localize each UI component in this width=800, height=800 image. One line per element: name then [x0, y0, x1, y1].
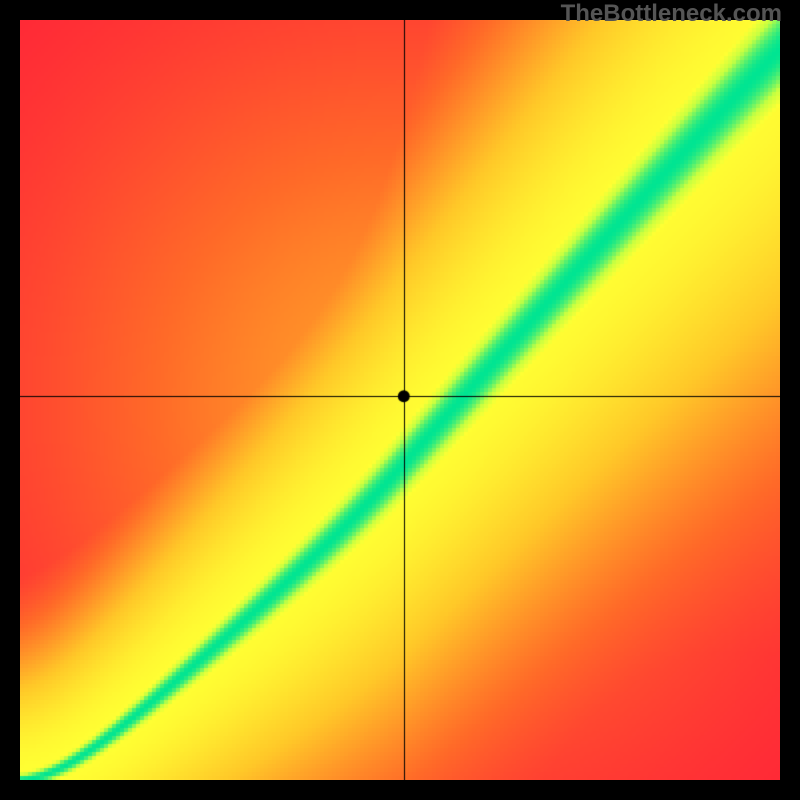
watermark-text: TheBottleneck.com — [561, 0, 782, 28]
chart-frame: TheBottleneck.com — [0, 0, 800, 800]
bottleneck-heatmap-canvas — [20, 20, 780, 780]
